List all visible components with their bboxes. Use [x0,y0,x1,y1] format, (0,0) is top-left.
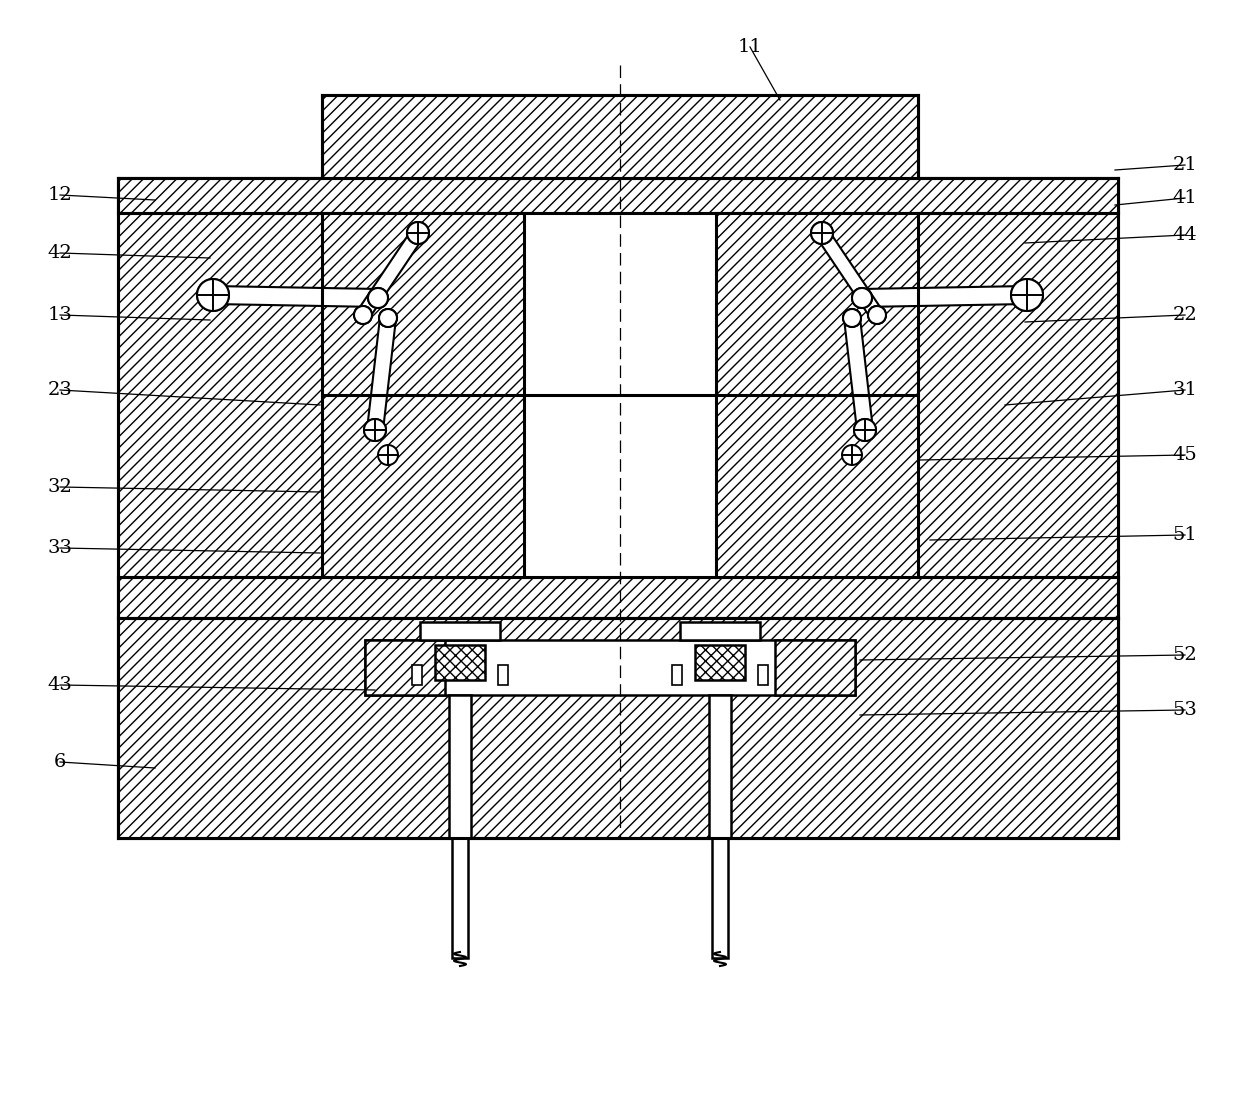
Circle shape [197,280,229,311]
Circle shape [379,309,397,326]
Text: 22: 22 [1173,306,1198,324]
Text: 44: 44 [1173,226,1198,244]
Text: 13: 13 [47,306,72,324]
Bar [118,178,1118,838]
Bar [525,214,715,577]
Bar [715,214,918,577]
Circle shape [854,419,875,440]
Text: 31: 31 [1173,381,1198,399]
Bar [672,665,682,685]
Polygon shape [844,318,873,430]
Bar [715,395,918,577]
Bar [680,622,760,639]
Circle shape [843,309,861,326]
Text: 32: 32 [47,479,72,496]
Bar [525,395,715,577]
Text: 53: 53 [1173,701,1198,719]
Text: 41: 41 [1173,189,1198,207]
Bar [758,665,768,685]
Bar [435,645,485,680]
Circle shape [868,306,887,324]
Text: 52: 52 [1173,646,1198,664]
Circle shape [1011,280,1043,311]
Circle shape [378,445,398,465]
Circle shape [811,222,833,244]
Circle shape [197,280,229,311]
Bar [118,178,1118,214]
Text: 43: 43 [47,676,72,694]
Circle shape [1011,280,1043,311]
Circle shape [353,306,372,324]
Text: 45: 45 [1173,446,1198,464]
Text: 6: 6 [53,754,66,771]
Circle shape [843,309,861,326]
Bar [420,622,500,639]
Polygon shape [357,229,424,319]
Circle shape [379,309,397,326]
Circle shape [368,288,388,307]
Circle shape [854,419,875,440]
Polygon shape [816,229,883,319]
Bar [412,665,422,685]
Bar [322,395,525,577]
Text: 51: 51 [1173,525,1198,544]
Text: 21: 21 [1173,157,1198,174]
Bar [498,665,508,685]
Circle shape [407,222,429,244]
Bar [118,618,1118,838]
Bar [449,695,471,838]
Text: 23: 23 [47,381,72,399]
Bar [365,639,445,695]
Text: 11: 11 [738,38,763,56]
Text: 12: 12 [47,186,72,203]
Polygon shape [367,318,396,430]
Polygon shape [862,286,1027,307]
Bar [322,95,918,214]
Bar [453,838,467,958]
Circle shape [407,222,429,244]
Circle shape [811,222,833,244]
Bar [365,639,856,695]
Bar [118,577,1118,618]
Bar [322,214,525,577]
Circle shape [868,306,887,324]
Bar [775,639,856,695]
Circle shape [368,288,388,307]
Text: 33: 33 [47,539,72,557]
Circle shape [365,419,386,440]
Circle shape [842,445,862,465]
Bar [712,838,728,958]
Bar [709,695,732,838]
Circle shape [365,419,386,440]
Circle shape [852,288,872,307]
Circle shape [852,288,872,307]
Circle shape [353,306,372,324]
Polygon shape [213,286,378,307]
Bar [694,645,745,680]
Text: 42: 42 [47,244,72,262]
